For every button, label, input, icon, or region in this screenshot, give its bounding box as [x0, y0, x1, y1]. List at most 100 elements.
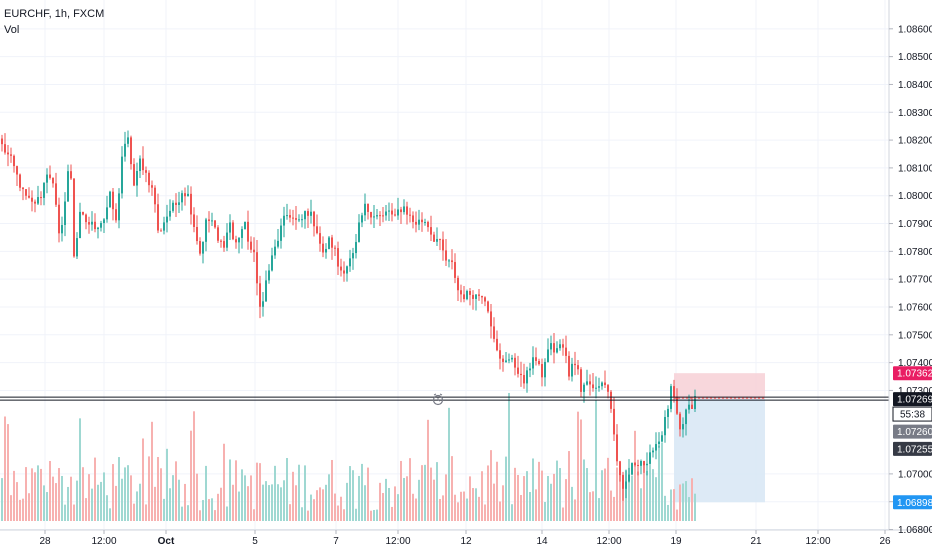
candle-body	[145, 170, 147, 173]
candle-body	[625, 481, 627, 489]
volume-bar	[343, 509, 345, 521]
candle-body	[154, 187, 156, 205]
candle-body	[688, 404, 690, 410]
candle-body	[250, 241, 252, 250]
volume-bar	[640, 488, 642, 521]
candle-body	[451, 260, 453, 263]
candle-body	[94, 221, 96, 230]
candle-body	[436, 239, 438, 242]
candle-body	[217, 227, 219, 241]
stop-loss-zone[interactable]	[674, 373, 765, 400]
candle-body	[70, 171, 72, 179]
volume-bar	[142, 438, 144, 521]
volume-bar	[472, 488, 474, 521]
candle-body	[391, 210, 393, 215]
candle-body	[667, 408, 669, 417]
volume-bar	[385, 478, 387, 521]
candle-body	[421, 219, 423, 223]
candle-body	[46, 174, 48, 183]
candle-body	[478, 294, 480, 296]
volume-bar	[73, 504, 75, 521]
volume-bar	[607, 457, 609, 521]
volume-bar	[430, 467, 432, 521]
candle-body	[367, 203, 369, 212]
take-profit-zone[interactable]	[674, 399, 765, 503]
candle-body	[673, 386, 675, 397]
volume-bar	[553, 473, 555, 521]
candle-body	[646, 463, 648, 466]
volume-bar	[37, 465, 39, 521]
candle-body	[547, 349, 549, 362]
volume-bar	[460, 491, 462, 521]
volume-bar	[673, 489, 675, 521]
volume-bar	[109, 508, 111, 521]
volume-bar	[682, 483, 684, 521]
volume-bar	[541, 470, 543, 521]
candle-body	[499, 350, 501, 359]
candle-body	[322, 243, 324, 253]
candle-body	[85, 214, 87, 223]
alarm-clock-icon[interactable]	[432, 393, 444, 406]
volume-bar	[280, 487, 282, 521]
price-lines	[0, 396, 889, 401]
candle-body	[532, 357, 534, 369]
candle-body	[658, 441, 660, 445]
candle-body	[622, 475, 624, 489]
level-a-price-label-box	[893, 424, 932, 439]
volume-bar	[658, 445, 660, 521]
candle-body	[277, 240, 279, 247]
candle-body	[481, 295, 483, 298]
candle-body	[163, 222, 165, 231]
level-b-price-label-box	[893, 441, 932, 456]
volume-bar	[268, 485, 270, 521]
volume-bar	[217, 493, 219, 521]
candle-body	[13, 155, 15, 167]
candle-body	[403, 206, 405, 213]
candle-body	[280, 225, 282, 241]
volume-bar	[286, 458, 288, 521]
volume-bar	[523, 476, 525, 521]
candle-body	[265, 280, 267, 302]
volume-bar	[136, 491, 138, 521]
candle-body	[439, 239, 441, 241]
volume-bar	[118, 457, 120, 521]
candle-body	[316, 226, 318, 234]
volume-bar	[550, 483, 552, 521]
volume-bar	[58, 468, 60, 521]
volume-bar	[244, 475, 246, 521]
volume-bar	[316, 490, 318, 521]
candle-body	[232, 222, 234, 240]
candle-body	[28, 195, 30, 198]
volume-bar	[556, 460, 558, 521]
time-tick-label: 26	[879, 536, 891, 547]
candle-body	[292, 217, 294, 219]
volume-bar	[322, 489, 324, 521]
volume-bar	[85, 498, 87, 521]
candle-body	[679, 413, 681, 430]
volume-bar	[457, 502, 459, 521]
candle-body	[295, 218, 297, 220]
candle-body	[676, 396, 678, 414]
position-zones[interactable]	[674, 373, 765, 503]
candle-body	[643, 461, 645, 466]
candle-body	[544, 361, 546, 378]
volume-bar	[373, 509, 375, 521]
volume-bar	[400, 460, 402, 521]
candle-body	[190, 193, 192, 215]
candle-body	[196, 226, 198, 242]
target-price-label: 1.06898	[897, 498, 932, 509]
candle-body	[346, 266, 348, 274]
volume-indicator-label[interactable]: Vol	[4, 24, 20, 36]
candle-body	[466, 291, 468, 300]
candle-body	[517, 367, 519, 374]
volume-bar	[22, 498, 24, 521]
volume-bar	[595, 400, 597, 521]
volume-bar	[631, 475, 633, 521]
volume-bar	[598, 498, 600, 521]
candle-body	[268, 270, 270, 281]
candle-body	[52, 177, 54, 184]
price-tick-label: 1.07000	[898, 469, 932, 480]
candle-body	[349, 258, 351, 267]
